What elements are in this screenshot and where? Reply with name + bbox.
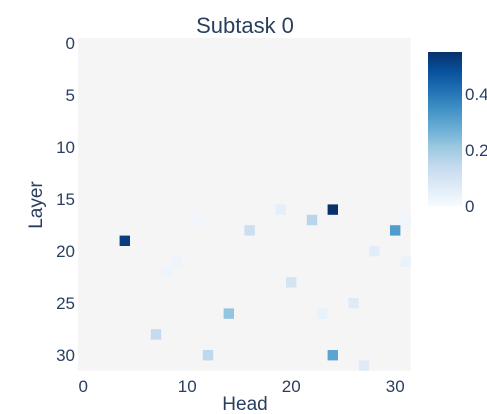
heatmap-cell (244, 225, 255, 236)
heatmap-cell (317, 308, 328, 319)
heatmap-cell (171, 256, 182, 267)
y-tick-label: 20 (56, 242, 75, 261)
heatmap-cell (119, 235, 130, 246)
x-tick-label: 0 (78, 377, 87, 396)
x-tick-label: 10 (178, 377, 197, 396)
colorbar: 0 0.2 0.4 (428, 52, 487, 216)
x-axis-ticks: 0 10 20 30 (78, 377, 404, 396)
heatmap-cell (327, 350, 338, 361)
heatmap-cell (400, 214, 411, 226)
x-tick-label: 20 (282, 377, 301, 396)
heatmap-cell (202, 350, 214, 361)
colorbar-tick-label: 0.2 (465, 141, 487, 160)
y-tick-label: 15 (56, 190, 75, 209)
heatmap-cell (275, 204, 286, 215)
y-tick-label: 25 (56, 294, 75, 313)
heatmap-cell (306, 214, 318, 226)
heatmap-cell (161, 266, 172, 278)
y-tick-label: 5 (66, 86, 75, 105)
y-axis-title: Layer (26, 181, 47, 229)
heatmap-cell (286, 277, 297, 288)
heatmap-cell (150, 329, 162, 340)
colorbar-ticks: 0 0.2 0.4 (465, 85, 487, 216)
heatmap-cell (327, 204, 338, 215)
y-tick-label: 30 (56, 346, 75, 365)
plot-background[interactable] (78, 38, 411, 371)
y-tick-label: 0 (66, 34, 75, 53)
heatmap-cell (358, 360, 370, 371)
colorbar-tick-label: 0.4 (465, 85, 487, 104)
heatmap-cell (223, 308, 234, 319)
x-axis-title: Head (222, 394, 267, 414)
heatmap-cell (400, 256, 411, 267)
heatmap-cell (369, 246, 380, 257)
y-axis-ticks: 0 5 10 15 20 25 30 (56, 34, 75, 365)
y-tick-label: 10 (56, 138, 75, 157)
heatmap-cell (348, 298, 359, 309)
heatmap-cells (119, 204, 411, 371)
colorbar-gradient (428, 52, 462, 206)
x-tick-label: 30 (386, 377, 405, 396)
heatmap-cell (390, 225, 401, 236)
chart-title: Subtask 0 (196, 13, 294, 38)
heatmap-cell (192, 214, 203, 226)
colorbar-tick-label: 0 (465, 197, 474, 216)
